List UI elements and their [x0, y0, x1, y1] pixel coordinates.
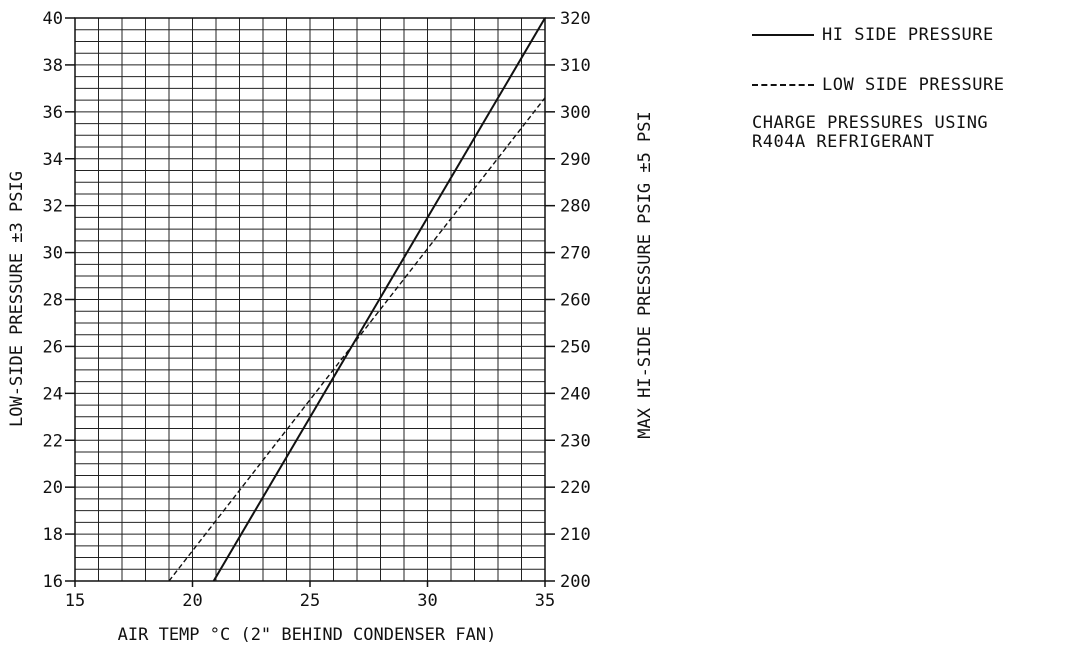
x-tick-label: 20	[182, 591, 202, 611]
legend-dashed-swatch	[752, 84, 814, 86]
y-left-tick-label: 34	[43, 150, 63, 170]
y-left-tick-label: 22	[43, 431, 63, 451]
y-right-tick-label: 230	[560, 431, 591, 451]
y-axis-label-left: LOW-SIDE PRESSURE ±3 PSIG	[7, 171, 27, 427]
y-left-tick-label: 36	[43, 103, 63, 123]
grid	[74, 17, 546, 582]
x-tick-label: 35	[535, 591, 555, 611]
ticks: 15 20 25 30 35 16 18 20 22 24 26 28 30 32 34 36 38 40 200 2…	[43, 9, 591, 611]
y-left-tick-label: 28	[43, 291, 63, 311]
refrigerant-note: CHARGE PRESSURES USING R404A REFRIGERANT	[752, 114, 1070, 152]
y-right-tick-label: 260	[560, 291, 591, 311]
legend-item-low-side: LOW SIDE PRESSURE	[752, 72, 1070, 98]
y-left-tick-label: 24	[43, 384, 63, 404]
y-right-tick-label: 310	[560, 56, 591, 76]
series-line-low-side	[168, 97, 546, 582]
legend-label-low-side: LOW SIDE PRESSURE	[822, 75, 1005, 95]
y-right-tick-label: 240	[560, 384, 591, 404]
legend: HI SIDE PRESSURE LOW SIDE PRESSURE CHARG…	[752, 22, 1070, 152]
x-tick-label: 30	[417, 591, 437, 611]
y-right-tick-label: 320	[560, 9, 591, 29]
y-left-tick-label: 26	[43, 337, 63, 357]
series	[168, 17, 546, 582]
y-left-tick-label: 16	[43, 572, 63, 592]
y-left-tick-label: 40	[43, 9, 63, 29]
series-line-hi-side	[212, 17, 546, 582]
y-right-tick-label: 210	[560, 525, 591, 545]
y-right-tick-label: 270	[560, 244, 591, 264]
y-right-tick-label: 280	[560, 197, 591, 217]
y-right-tick-label: 250	[560, 337, 591, 357]
legend-solid-swatch	[752, 34, 814, 36]
x-tick-label: 25	[300, 591, 320, 611]
y-left-tick-label: 20	[43, 478, 63, 498]
y-left-tick-label: 38	[43, 56, 63, 76]
y-left-tick-label: 18	[43, 525, 63, 545]
y-left-tick-label: 32	[43, 197, 63, 217]
refrigerant-note-line-1: CHARGE PRESSURES USING	[752, 113, 989, 133]
legend-item-hi-side: HI SIDE PRESSURE	[752, 22, 1070, 48]
y-right-tick-label: 290	[560, 150, 591, 170]
chart: 15 20 25 30 35 16 18 20 22 24 26 28 30 32 34 36 38 40 200 2…	[7, 9, 655, 645]
x-tick-label: 15	[65, 591, 85, 611]
x-axis-label: AIR TEMP °C (2" BEHIND CONDENSER FAN)	[118, 625, 497, 645]
y-right-tick-label: 300	[560, 103, 591, 123]
y-axis-label-right: MAX HI-SIDE PRESSURE PSIG ±5 PSI	[635, 111, 655, 439]
y-right-tick-label: 200	[560, 572, 591, 592]
legend-label-hi-side: HI SIDE PRESSURE	[822, 25, 994, 45]
refrigerant-note-line-2: R404A REFRIGERANT	[752, 132, 935, 152]
y-left-tick-label: 30	[43, 244, 63, 264]
y-right-tick-label: 220	[560, 478, 591, 498]
